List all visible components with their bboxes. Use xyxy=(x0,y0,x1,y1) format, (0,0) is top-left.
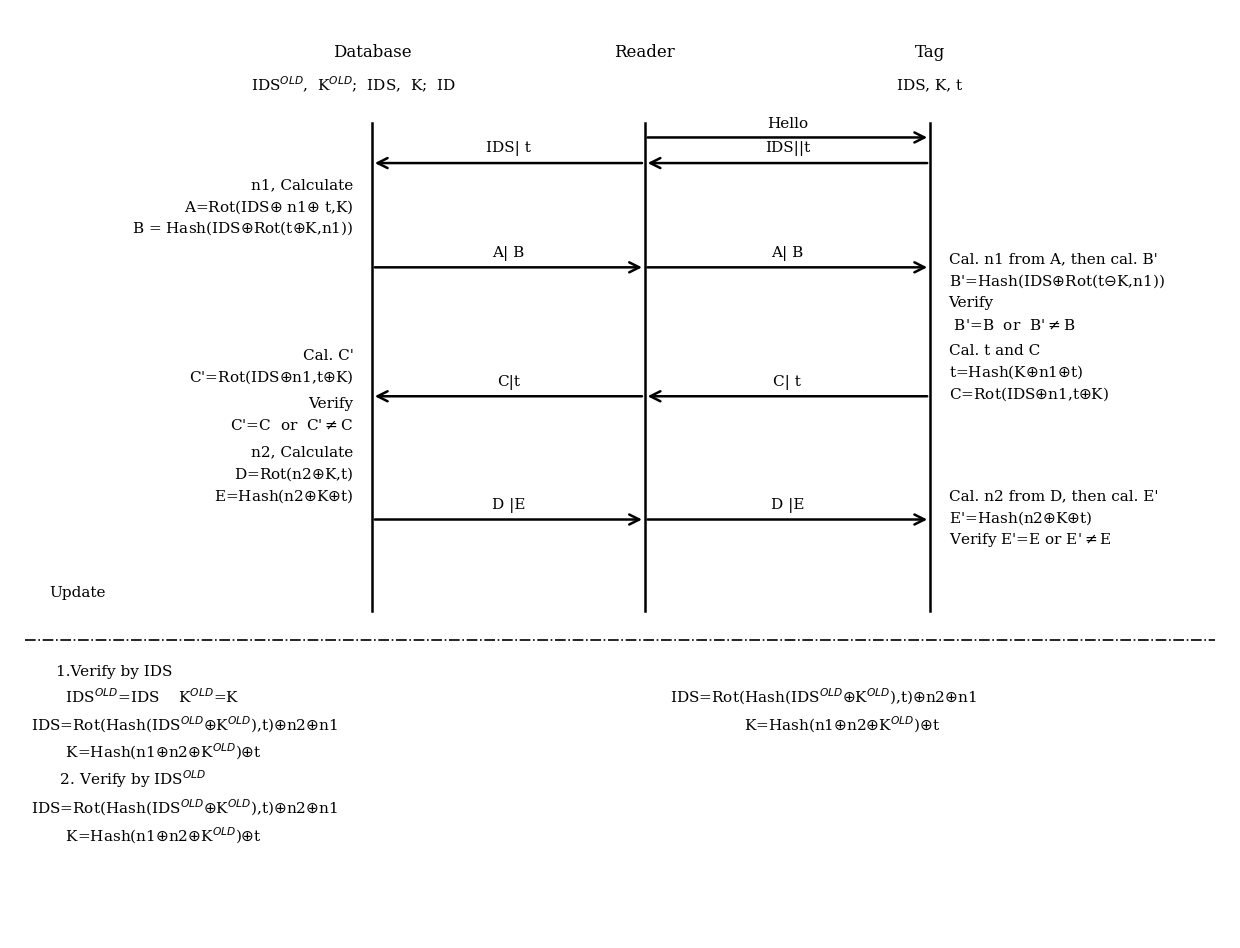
Text: t=Hash(K$\oplus$n1$\oplus$t): t=Hash(K$\oplus$n1$\oplus$t) xyxy=(949,364,1083,381)
Text: D |E: D |E xyxy=(491,498,526,513)
Text: C| t: C| t xyxy=(774,374,801,390)
Text: Cal. n1 from A, then cal. B': Cal. n1 from A, then cal. B' xyxy=(949,253,1157,266)
Text: B'=Hash(IDS$\oplus$Rot(t$\ominus$K,n1)): B'=Hash(IDS$\oplus$Rot(t$\ominus$K,n1)) xyxy=(949,273,1164,290)
Text: E=Hash(n2$\oplus$K$\oplus$t): E=Hash(n2$\oplus$K$\oplus$t) xyxy=(215,487,353,504)
Text: E'=Hash(n2$\oplus$K$\oplus$t): E'=Hash(n2$\oplus$K$\oplus$t) xyxy=(949,510,1092,527)
Text: Cal. n2 from D, then cal. E': Cal. n2 from D, then cal. E' xyxy=(949,490,1158,503)
Text: Hello: Hello xyxy=(766,117,808,131)
Text: C|t: C|t xyxy=(497,374,520,390)
Text: 1.Verify by IDS: 1.Verify by IDS xyxy=(56,665,172,679)
Text: Database: Database xyxy=(332,44,412,61)
Text: Tag: Tag xyxy=(915,44,945,61)
Text: D=Rot(n2$\oplus$K,t): D=Rot(n2$\oplus$K,t) xyxy=(234,465,353,483)
Text: Update: Update xyxy=(50,587,107,600)
Text: B = Hash(IDS$\oplus$Rot(t$\oplus$K,n1)): B = Hash(IDS$\oplus$Rot(t$\oplus$K,n1)) xyxy=(133,220,353,237)
Text: B'=B  or  B'$\neq$B: B'=B or B'$\neq$B xyxy=(949,318,1075,333)
Text: Verify E'=E or E'$\neq$E: Verify E'=E or E'$\neq$E xyxy=(949,532,1111,549)
Text: IDS$^{OLD}$,  K$^{OLD}$;  IDS,  K;  ID: IDS$^{OLD}$, K$^{OLD}$; IDS, K; ID xyxy=(250,75,456,96)
Text: D |E: D |E xyxy=(770,498,805,513)
Text: K=Hash(n1$\oplus$n2$\oplus$K$^{OLD}$)$\oplus$t: K=Hash(n1$\oplus$n2$\oplus$K$^{OLD}$)$\o… xyxy=(744,715,940,736)
Text: K=Hash(n1$\oplus$n2$\oplus$K$^{OLD}$)$\oplus$t: K=Hash(n1$\oplus$n2$\oplus$K$^{OLD}$)$\o… xyxy=(56,826,262,847)
Text: A| B: A| B xyxy=(771,246,804,261)
Text: A| B: A| B xyxy=(492,246,525,261)
Text: IDS=Rot(Hash(IDS$^{OLD}$$\oplus$K$^{OLD}$),t)$\oplus$n2$\oplus$n1: IDS=Rot(Hash(IDS$^{OLD}$$\oplus$K$^{OLD}… xyxy=(670,686,976,707)
Text: n1, Calculate: n1, Calculate xyxy=(252,178,353,191)
Text: IDS$^{OLD}$=IDS    K$^{OLD}$=K: IDS$^{OLD}$=IDS K$^{OLD}$=K xyxy=(56,687,239,706)
Text: C=Rot(IDS$\oplus$n1,t$\oplus$K): C=Rot(IDS$\oplus$n1,t$\oplus$K) xyxy=(949,386,1109,403)
Text: K=Hash(n1$\oplus$n2$\oplus$K$^{OLD}$)$\oplus$t: K=Hash(n1$\oplus$n2$\oplus$K$^{OLD}$)$\o… xyxy=(56,741,262,762)
Text: Verify: Verify xyxy=(309,397,353,410)
Text: IDS| t: IDS| t xyxy=(486,141,531,156)
Text: Verify: Verify xyxy=(949,297,993,310)
Text: IDS=Rot(Hash(IDS$^{OLD}$$\oplus$K$^{OLD}$),t)$\oplus$n2$\oplus$n1: IDS=Rot(Hash(IDS$^{OLD}$$\oplus$K$^{OLD}… xyxy=(31,797,337,818)
Text: C'=Rot(IDS$\oplus$n1,t$\oplus$K): C'=Rot(IDS$\oplus$n1,t$\oplus$K) xyxy=(190,369,353,386)
Text: Cal. C': Cal. C' xyxy=(303,349,353,362)
Text: 2. Verify by IDS$^{OLD}$: 2. Verify by IDS$^{OLD}$ xyxy=(50,769,206,790)
Text: C'=C  or  C'$\neq$C: C'=C or C'$\neq$C xyxy=(229,418,353,433)
Text: IDS, K, t: IDS, K, t xyxy=(898,79,962,92)
Text: A=Rot(IDS$\oplus$ n1$\oplus$ t,K): A=Rot(IDS$\oplus$ n1$\oplus$ t,K) xyxy=(185,198,353,215)
Text: Cal. t and C: Cal. t and C xyxy=(949,344,1040,357)
Text: Reader: Reader xyxy=(615,44,675,61)
Text: IDS||t: IDS||t xyxy=(765,141,810,156)
Text: n2, Calculate: n2, Calculate xyxy=(252,446,353,459)
Text: IDS=Rot(Hash(IDS$^{OLD}$$\oplus$K$^{OLD}$),t)$\oplus$n2$\oplus$n1: IDS=Rot(Hash(IDS$^{OLD}$$\oplus$K$^{OLD}… xyxy=(31,715,337,736)
